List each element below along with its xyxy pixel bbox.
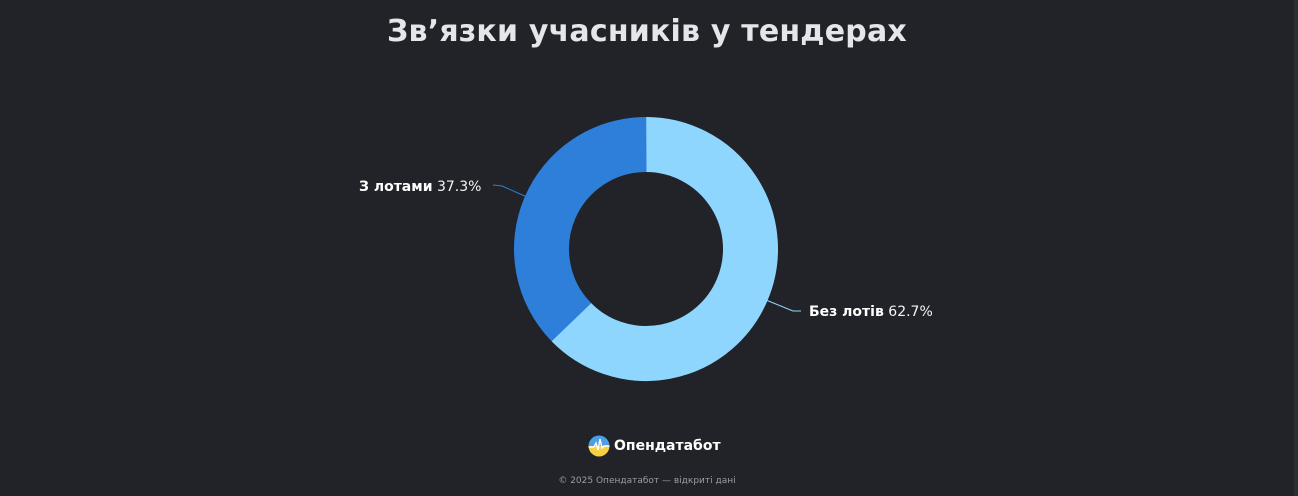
leader-line-z-lotamy [492,184,528,198]
donut-slice-z-lotamy[interactable] [514,117,647,341]
slice-percent: 62.7% [888,304,933,320]
leader-line-bez-lotiv [765,299,801,312]
slice-name: З лотами [359,179,433,195]
chart-title: Звʼязки учасників у тендерах [387,14,907,49]
data-label-z-lotamy: З лотами 37.3% [359,179,481,195]
opendatabot-logo-icon [588,435,610,457]
data-label-bez-lotiv: Без лотів 62.7% [809,304,933,320]
brand-name: Опендатабот [614,438,721,454]
slice-percent: 37.3% [436,179,482,195]
scrollbar[interactable] [1294,0,1298,496]
brand-logo: Опендатабот [588,435,721,457]
footer-text: © 2025 Опендатабот — відкриті дані [558,476,736,486]
slice-name: Без лотів [809,304,884,320]
donut-slice-bez-lotiv[interactable] [551,117,778,381]
